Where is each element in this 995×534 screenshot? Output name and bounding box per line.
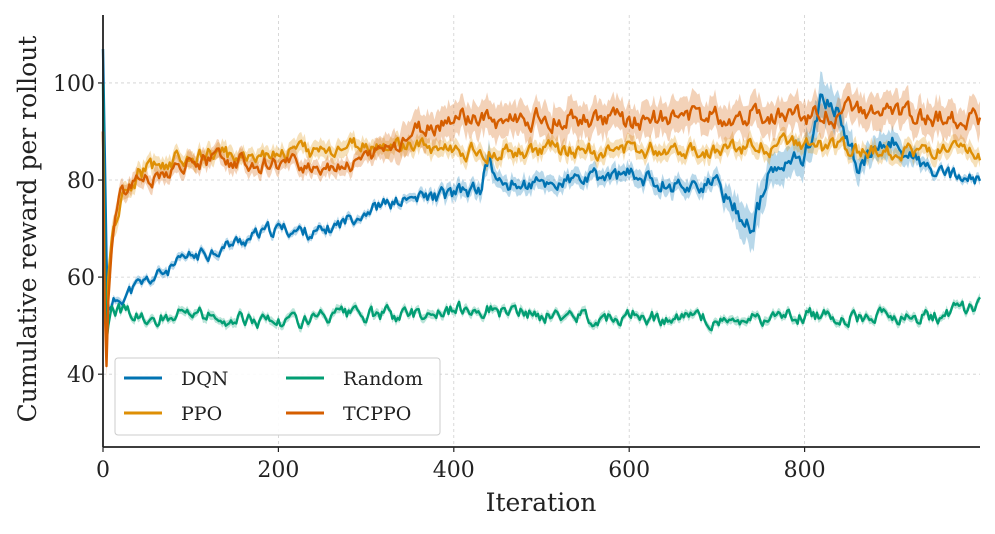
line-random (101, 82, 981, 343)
legend: DQN PPO Random TCPPO (114, 357, 441, 436)
legend-label-tcppo: TCPPO (343, 403, 411, 425)
series-lines (101, 48, 982, 368)
x-tick-label-200: 200 (257, 458, 299, 483)
line-dqn (101, 48, 982, 312)
x-tick-label-800: 800 (784, 458, 826, 483)
line-ppo (101, 131, 982, 343)
y-axis-title: Cumulative reward per rollout (13, 36, 42, 423)
legend-label-dqn: DQN (181, 368, 228, 390)
line-tcppo (101, 96, 982, 368)
legend-label-ppo: PPO (181, 403, 222, 425)
tick-labels: 0 200 400 600 800 40 60 80 100 (53, 72, 826, 483)
axes (102, 15, 980, 448)
legend-box (114, 357, 441, 436)
y-tick-label-80: 80 (67, 169, 95, 194)
x-tick-label-600: 600 (608, 458, 650, 483)
y-tick-label-40: 40 (67, 363, 95, 388)
band-tcppo (103, 83, 980, 379)
x-axis-title: Iteration (486, 488, 597, 517)
y-tick-label-100: 100 (53, 72, 95, 97)
legend-label-random: Random (343, 368, 423, 390)
x-tick-label-0: 0 (96, 458, 110, 483)
y-tick-label-60: 60 (67, 266, 95, 291)
confidence-bands (103, 44, 980, 379)
x-tick-label-400: 400 (433, 458, 475, 483)
